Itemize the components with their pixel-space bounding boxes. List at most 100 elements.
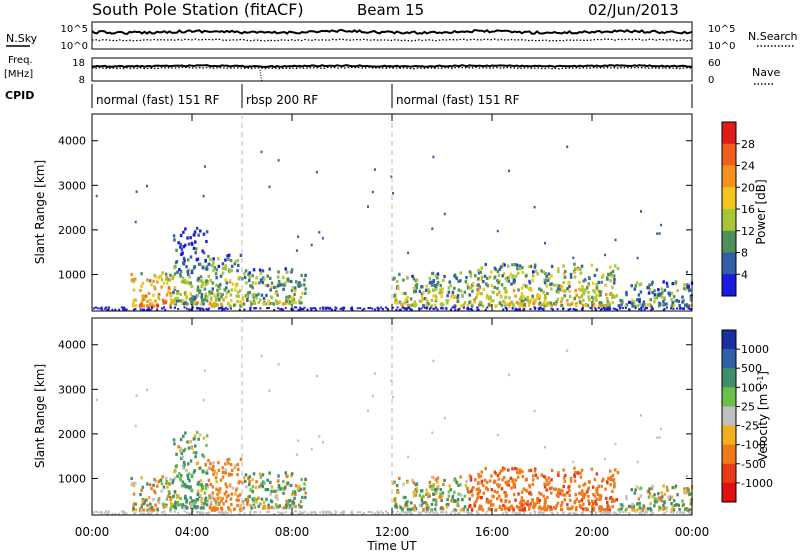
velocity-cell xyxy=(154,491,157,495)
power-cell xyxy=(236,269,239,273)
power-cell xyxy=(172,234,176,238)
power-cell xyxy=(304,287,307,291)
velocity-cell xyxy=(261,485,265,489)
velocity-cell xyxy=(169,502,173,506)
velocity-cell xyxy=(447,494,451,498)
velocity-cell xyxy=(462,510,465,513)
power-cell xyxy=(583,289,587,293)
power-cell xyxy=(141,295,144,299)
velocity-cell xyxy=(431,475,434,479)
velocity-cell xyxy=(277,474,280,478)
power-cell xyxy=(204,258,207,263)
velocity-cell xyxy=(173,476,177,480)
power-cell xyxy=(225,286,228,290)
velocity-cell xyxy=(189,440,192,444)
velocity-cell xyxy=(402,495,405,499)
power-cell xyxy=(238,276,241,280)
velocity-cell xyxy=(442,511,445,514)
power-cell xyxy=(310,243,313,247)
time-tick-label: 12:00 xyxy=(375,525,410,539)
velocity-cell xyxy=(570,506,573,510)
velocity-cell xyxy=(107,510,110,513)
nave-right-tick-top: 60 xyxy=(708,58,721,69)
velocity-cell xyxy=(406,480,409,484)
velocity-cell xyxy=(466,508,469,512)
velocity-cell xyxy=(595,489,599,493)
power-cell xyxy=(156,308,159,311)
velocity-cell xyxy=(436,512,439,515)
power-cell xyxy=(475,296,478,300)
power-cell xyxy=(122,306,125,309)
velocity-cell xyxy=(661,495,664,499)
power-cell xyxy=(476,288,479,292)
power-cell xyxy=(350,307,353,310)
power-cell xyxy=(482,280,485,284)
velocity-cell xyxy=(205,512,208,515)
power-cell xyxy=(673,299,677,304)
power-cell xyxy=(447,299,450,303)
velocity-cell xyxy=(205,469,209,473)
velocity-cell xyxy=(639,486,643,490)
velocity-cell xyxy=(205,434,209,438)
velocity-cell xyxy=(131,482,134,486)
power-cell xyxy=(132,288,136,292)
power-cell xyxy=(421,297,424,301)
power-cell xyxy=(466,307,469,310)
power-cell xyxy=(246,291,250,295)
power-cell xyxy=(96,307,99,310)
power-cell xyxy=(554,302,557,307)
velocity-cell xyxy=(568,507,571,511)
power-cell xyxy=(134,308,137,311)
power-cell xyxy=(406,276,409,280)
power-cell xyxy=(580,288,583,292)
power-cell xyxy=(689,308,692,311)
power-cell xyxy=(146,278,149,282)
power-cell xyxy=(584,304,588,308)
colorbar-tick-label: -25 xyxy=(741,420,759,433)
power-cell xyxy=(200,293,204,297)
velocity-cell xyxy=(572,512,575,514)
power-cell xyxy=(216,288,219,292)
power-cell xyxy=(169,291,172,296)
velocity-cell xyxy=(218,496,221,500)
time-tick-label: 20:00 xyxy=(575,525,610,539)
power-cell xyxy=(511,307,514,310)
velocity-cell xyxy=(274,495,277,499)
velocity-cell xyxy=(678,507,681,512)
power-cell xyxy=(480,301,483,305)
power-cell xyxy=(574,289,577,293)
velocity-cell xyxy=(533,510,536,513)
colorbar-tick-label: 20 xyxy=(741,181,755,194)
power-cell xyxy=(228,268,231,273)
velocity-cell xyxy=(511,511,514,514)
velocity-cell xyxy=(510,486,513,490)
velocity-cell xyxy=(586,507,590,512)
velocity-cell xyxy=(153,477,156,481)
power-cell xyxy=(179,272,182,277)
power-cell xyxy=(663,296,666,300)
velocity-cell xyxy=(658,496,661,500)
power-cell xyxy=(481,304,485,308)
power-cell xyxy=(525,285,529,289)
power-cell xyxy=(650,282,654,286)
velocity-cell xyxy=(425,488,428,492)
power-cell xyxy=(236,259,240,263)
velocity-cell xyxy=(229,483,232,487)
power-cell xyxy=(252,301,256,305)
velocity-cell xyxy=(481,508,485,512)
power-cell xyxy=(640,306,643,309)
velocity-cell xyxy=(290,492,294,497)
velocity-cell xyxy=(217,488,220,492)
power-cell xyxy=(261,269,265,273)
power-cell xyxy=(534,263,537,267)
power-cell xyxy=(252,299,256,303)
velocity-cell xyxy=(422,494,425,499)
velocity-cell xyxy=(203,369,206,372)
velocity-cell xyxy=(161,475,164,479)
velocity-cell xyxy=(183,510,186,513)
power-cell xyxy=(507,279,511,283)
power-cell xyxy=(527,303,531,307)
velocity-cell xyxy=(609,511,612,514)
velocity-cell xyxy=(427,492,430,496)
velocity-cell xyxy=(434,498,438,502)
